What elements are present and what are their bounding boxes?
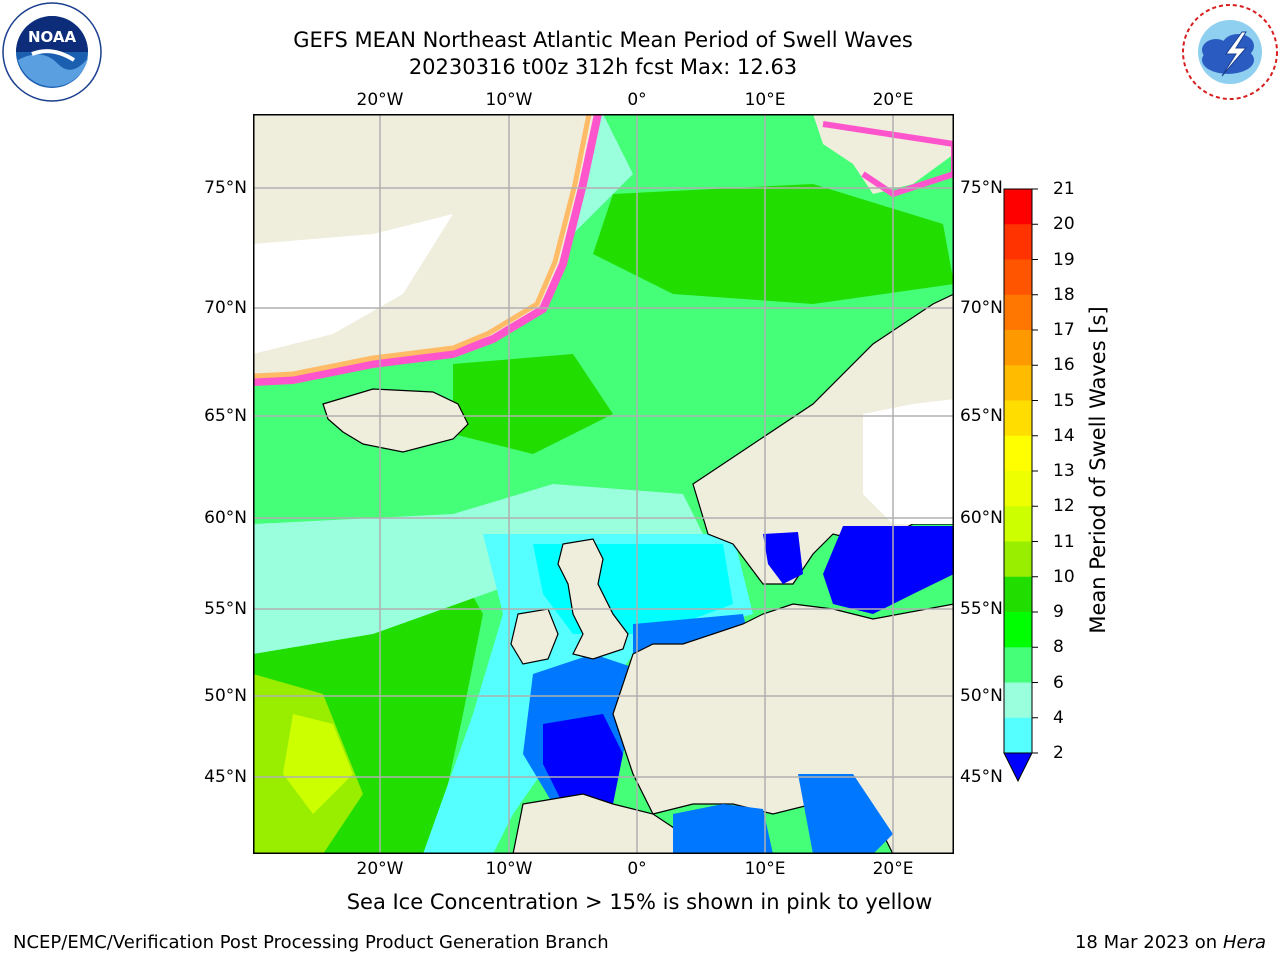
- colorbar-tick-label: 14: [1053, 425, 1075, 446]
- swell-area-adriatic: [798, 774, 893, 854]
- swell-area-kattegat: [763, 532, 803, 584]
- swell-area-med-west: [673, 804, 773, 854]
- colorbar-tick-label: 15: [1053, 390, 1075, 411]
- colorbar-band: [1004, 717, 1032, 754]
- lon-tick-top-20e: 20°E: [872, 90, 914, 110]
- lat-tick-right-45n: 45°N: [960, 767, 1003, 787]
- colorbar-tick-label: 13: [1053, 461, 1075, 481]
- land-iberia: [512, 793, 684, 854]
- sea-ice-note: Sea Ice Concentration > 15% is shown in …: [346, 890, 933, 914]
- footer-date: 18 Mar 2023 on Hera: [1075, 932, 1266, 953]
- lat-tick-left-60n: 60°N: [204, 508, 247, 528]
- lat-tick-left-55n: 55°N: [204, 599, 247, 619]
- colorbar-tick-label: 2: [1053, 743, 1064, 763]
- lat-tick-left-70n: 70°N: [204, 298, 247, 318]
- colorbar-band: [1004, 576, 1032, 613]
- swell-max-area: [283, 714, 353, 814]
- colorbar: [1003, 188, 1038, 783]
- swell-area-biscay: [543, 714, 623, 804]
- colorbar-band: [1004, 294, 1032, 331]
- map-frame: [253, 114, 954, 854]
- colorbar-band: [1004, 682, 1032, 719]
- lat-tick-left-50n: 50°N: [204, 686, 247, 706]
- lat-tick-left-65n: 65°N: [204, 406, 247, 426]
- ice-baltic-north: [863, 399, 954, 524]
- colorbar-band: [1004, 259, 1032, 296]
- lat-tick-right-50n: 50°N: [960, 686, 1003, 706]
- colorbar-tick-label: 19: [1053, 249, 1075, 270]
- colorbar-tick-label: 10: [1053, 566, 1075, 587]
- swell-area-midocean: [253, 484, 713, 654]
- lon-tick-bottom-20w: 20°W: [356, 859, 404, 879]
- lat-tick-right-70n: 70°N: [960, 298, 1003, 318]
- lon-tick-bottom-20e: 20°E: [872, 859, 914, 879]
- colorbar-tick-label: 20: [1053, 214, 1075, 235]
- colorbar-band: [1004, 365, 1032, 401]
- colorbar-label: Mean Period of Swell Waves [s]: [1086, 306, 1110, 634]
- swell-period-map: [253, 114, 954, 854]
- lat-tick-right-55n: 55°N: [960, 599, 1003, 619]
- sea-ice-edge-inner: [253, 114, 592, 379]
- noaa-logo-text: NOAA: [28, 28, 77, 46]
- footer-date-text: 18 Mar 2023 on: [1074, 932, 1218, 953]
- chart-title: GEFS MEAN Northeast Atlantic Mean Period…: [293, 28, 913, 52]
- colorbar-tick-label: 12: [1053, 496, 1075, 517]
- lat-tick-right-75n: 75°N: [960, 178, 1003, 198]
- lat-tick-right-60n: 60°N: [960, 508, 1003, 528]
- graticule: [253, 114, 954, 854]
- sea-ice-edge: [253, 114, 602, 386]
- colorbar-band: [1004, 506, 1032, 542]
- colorbar-band: [1004, 541, 1032, 578]
- land-svalbard: [813, 114, 954, 194]
- lon-tick-top-10w: 10°W: [485, 90, 533, 110]
- nws-logo: [1180, 2, 1280, 102]
- colorbar-tick-label: 21: [1053, 179, 1075, 199]
- colorbar-band: [1004, 435, 1032, 472]
- colorbar-band: [1004, 612, 1032, 648]
- colorbar-tick-label: 16: [1053, 355, 1075, 376]
- lon-tick-top-20w: 20°W: [356, 90, 404, 110]
- lon-tick-bottom-0: 0°: [627, 859, 647, 879]
- land-iceland: [322, 388, 469, 453]
- colorbar-band: [1004, 400, 1032, 437]
- colorbar-band: [1004, 330, 1032, 366]
- lat-tick-right-65n: 65°N: [960, 406, 1003, 426]
- colorbar-band: [1004, 647, 1032, 683]
- lon-tick-top-0: 0°: [627, 90, 647, 110]
- colorbar-tick-label: 11: [1053, 531, 1075, 552]
- lat-tick-left-45n: 45°N: [204, 767, 247, 787]
- colorbar-extend-arrow: [1003, 752, 1033, 783]
- colorbar-tick-label: 17: [1053, 320, 1075, 340]
- land-great-britain: [557, 538, 629, 660]
- colorbar-band: [1004, 224, 1032, 260]
- lon-tick-top-10e: 10°E: [744, 90, 786, 110]
- swell-area-north: [593, 184, 954, 304]
- noaa-logo: NOAA: [2, 2, 102, 102]
- swell-area-baltic: [823, 526, 954, 614]
- lon-tick-bottom-10e: 10°E: [744, 859, 786, 879]
- lat-tick-left-75n: 75°N: [204, 178, 247, 198]
- colorbar-band: [1004, 471, 1032, 507]
- colorbar-band: [1004, 189, 1032, 225]
- colorbar-tick-label: 4: [1053, 707, 1064, 728]
- colorbar-tick-label: 18: [1053, 284, 1075, 305]
- land-europe: [612, 603, 954, 854]
- colorbar-tick-label: 9: [1053, 602, 1064, 622]
- swell-area-iceland: [453, 354, 613, 454]
- lon-tick-bottom-10w: 10°W: [485, 859, 533, 879]
- footer-credit: NCEP/EMC/Verification Post Processing Pr…: [13, 932, 609, 953]
- colorbar-tick-label: 8: [1053, 637, 1064, 658]
- chart-subtitle: 20230316 t00z 312h fcst Max: 12.63: [408, 55, 798, 79]
- footer-host: Hera: [1222, 932, 1266, 953]
- colorbar-tick-label: 6: [1053, 672, 1064, 693]
- ice-sheet: [253, 214, 453, 354]
